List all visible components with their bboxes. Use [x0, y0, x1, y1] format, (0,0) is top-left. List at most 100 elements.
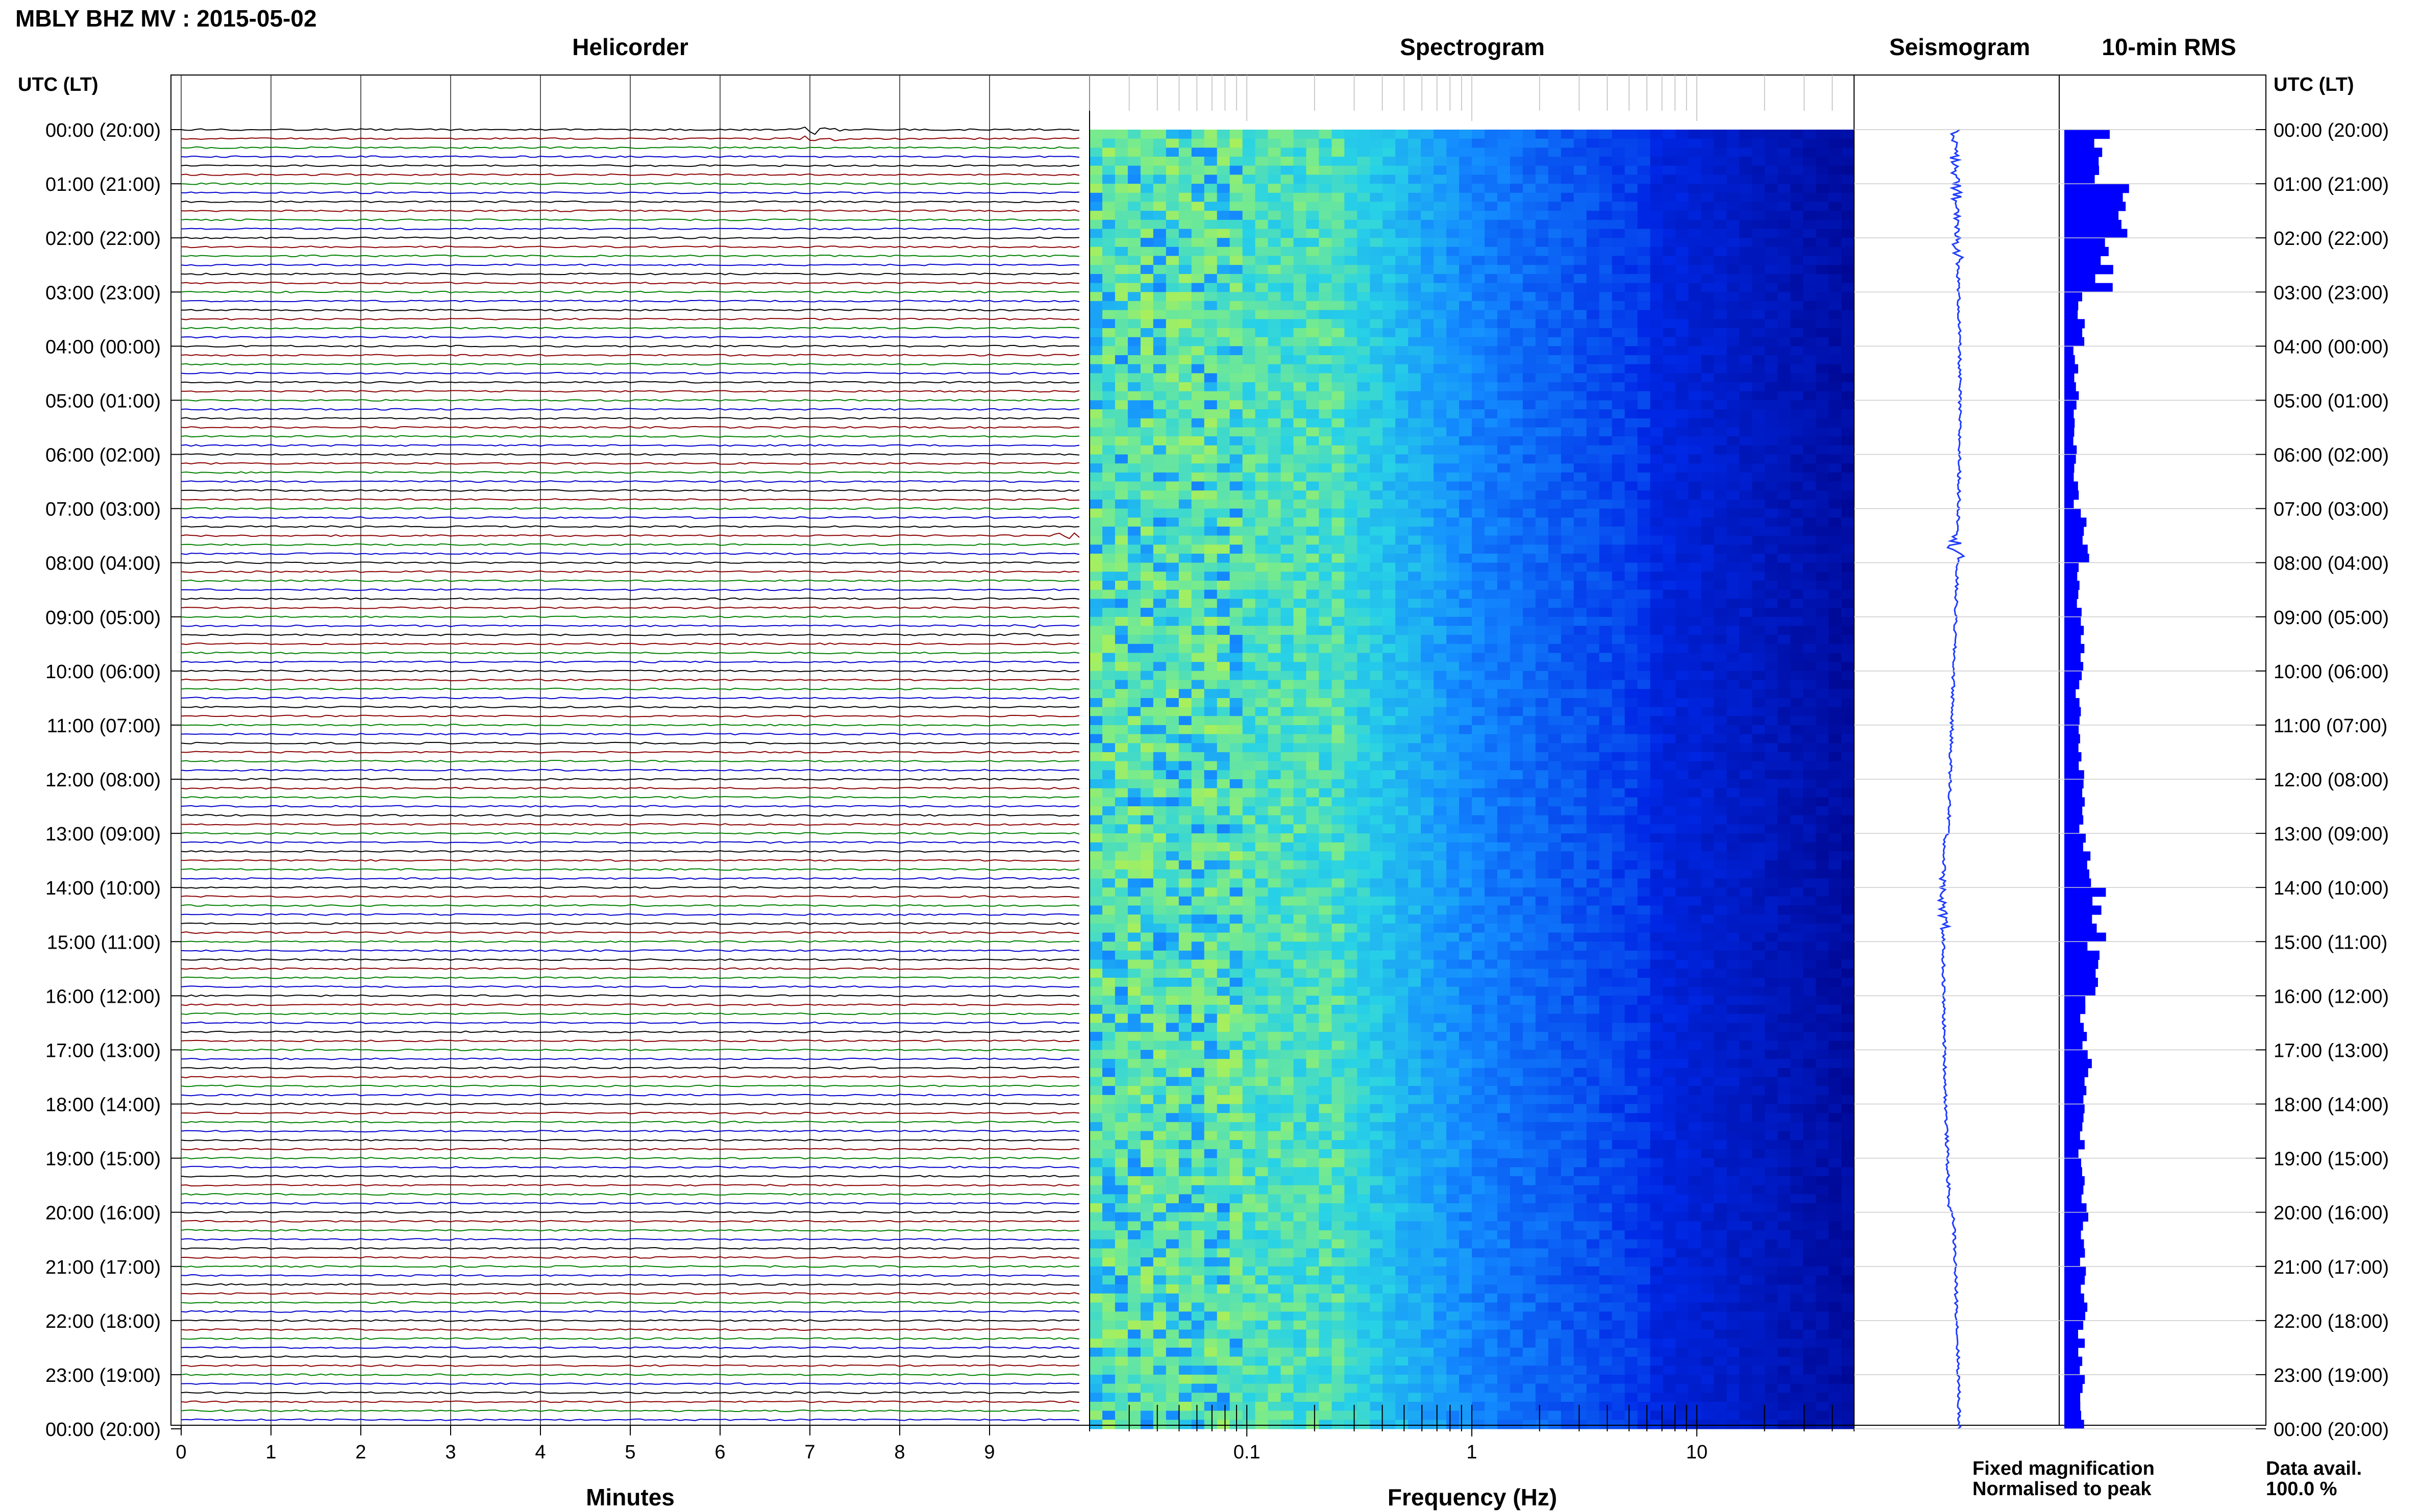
spectrogram-cell [1790, 364, 1804, 374]
spectrogram-cell [1280, 589, 1294, 599]
spectrogram-cell [1561, 481, 1574, 491]
spectrogram-cell [1485, 698, 1498, 708]
spectrogram-cell [1726, 517, 1740, 527]
spectrogram-cell [1816, 824, 1829, 834]
spectrogram-cell [1459, 364, 1472, 374]
helicorder-trace [181, 146, 1080, 150]
spectrogram-cell [1306, 355, 1319, 365]
spectrogram-cell [1586, 797, 1600, 807]
helicorder-trace [181, 399, 1080, 402]
spectrogram-cell [1344, 355, 1357, 365]
spectrogram-cell [1319, 508, 1332, 518]
spectrogram-cell [1383, 581, 1396, 590]
spectrogram-cell [1739, 653, 1752, 662]
spectrogram-cell [1229, 589, 1243, 599]
spectrogram-cell [1599, 725, 1613, 735]
spectrogram-cell [1522, 770, 1536, 780]
spectrogram-cell [1829, 382, 1842, 392]
spectrogram-cell [1790, 265, 1804, 275]
helicorder-trace [181, 1211, 1080, 1214]
spectrogram-cell [1561, 211, 1574, 220]
spectrogram-cell [1421, 716, 1434, 726]
spectrogram-cell [1229, 562, 1243, 572]
spectrogram-cell [1790, 599, 1804, 608]
spectrogram-cell [1242, 490, 1256, 500]
spectrogram-cell [1714, 463, 1727, 473]
spectrogram-cell [1140, 499, 1154, 509]
spectrogram-cell [1472, 761, 1485, 771]
spectrogram-cell [1229, 851, 1243, 861]
spectrogram-cell [1522, 256, 1536, 265]
spectrogram-cell [1612, 725, 1625, 735]
spectrogram-cell [1331, 824, 1345, 834]
spectrogram-cell [1370, 743, 1383, 753]
spectrogram-cell [1331, 409, 1345, 419]
spectrogram-cell [1726, 157, 1740, 166]
spectrogram-cell [1459, 490, 1472, 500]
spectrogram-cell [1102, 319, 1116, 329]
spectrogram-cell [1675, 671, 1689, 681]
spectrogram-cell [1675, 192, 1689, 203]
spectrogram-cell [1293, 337, 1307, 346]
spectrogram-cell [1765, 328, 1778, 338]
spectrogram-cell [1370, 472, 1383, 482]
spectrogram-cell [1535, 246, 1549, 257]
spectrogram-cell [1752, 138, 1765, 148]
spectrogram-cell [1357, 373, 1370, 383]
spectrogram-cell [1778, 256, 1791, 265]
spectrogram-cell [1408, 409, 1421, 419]
spectrogram-cell [1408, 779, 1421, 789]
spectrogram-cell [1522, 319, 1536, 329]
spectrogram-cell [1650, 147, 1664, 157]
spectrogram-cell [1280, 130, 1294, 139]
spectrogram-cell [1829, 599, 1842, 608]
spectrogram-cell [1522, 680, 1536, 689]
spectrogram-cell [1127, 698, 1141, 708]
spectrogram-cell [1650, 589, 1664, 599]
spectrogram-cell [1293, 346, 1307, 356]
spectrogram-cell [1726, 626, 1740, 635]
helicorder-trace [181, 787, 1080, 790]
spectrogram-cell [1255, 653, 1269, 662]
spectrogram-cell [1790, 616, 1804, 627]
spectrogram-cell [1688, 608, 1701, 617]
helicorder-trace [181, 949, 1080, 952]
spectrogram-cell [1688, 391, 1701, 401]
spectrogram-cell [1459, 671, 1472, 681]
spectrogram-cell [1383, 734, 1396, 743]
spectrogram-cell [1331, 499, 1345, 509]
spectrogram-cell [1663, 481, 1676, 491]
spectrogram-cell [1485, 391, 1498, 401]
spectrogram-cell [1790, 346, 1804, 356]
spectrogram-cell [1127, 184, 1141, 193]
spectrogram-cell [1357, 202, 1370, 211]
spectrogram-cell [1319, 562, 1332, 572]
spectrogram-cell [1586, 481, 1600, 491]
spectrogram-cell [1688, 698, 1701, 708]
spectrogram-cell [1140, 427, 1154, 437]
spectrogram-cell [1765, 779, 1778, 789]
spectrogram-cell [1612, 138, 1625, 148]
spectrogram-cell [1765, 616, 1778, 627]
spectrogram-cell [1166, 707, 1179, 716]
spectrogram-cell [1242, 184, 1256, 193]
spectrogram-cell [1485, 635, 1498, 645]
spectrogram-cell [1153, 283, 1167, 292]
spectrogram-cell [1522, 626, 1536, 635]
spectrogram-cell [1370, 400, 1383, 410]
spectrogram-cell [1675, 274, 1689, 284]
spectrogram-cell [1446, 382, 1460, 392]
spectrogram-cell [1204, 572, 1218, 581]
spectrogram-cell [1510, 851, 1523, 861]
spectrogram-cell [1178, 418, 1192, 428]
spectrogram-cell [1561, 499, 1574, 509]
helicorder-trace [181, 832, 1080, 835]
spectrogram-cell [1675, 589, 1689, 599]
spectrogram-cell [1242, 454, 1256, 464]
spectrogram-cell [1242, 246, 1256, 257]
spectrogram-cell [1255, 400, 1269, 410]
helicorder-trace [181, 940, 1080, 943]
spectrogram-cell [1765, 283, 1778, 292]
helicorder-title: Helicorder [572, 34, 688, 60]
spectrogram-cell [1127, 725, 1141, 735]
